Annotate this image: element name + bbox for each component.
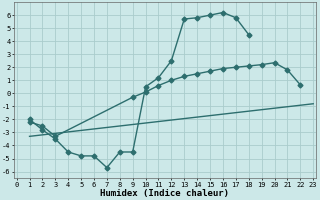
X-axis label: Humidex (Indice chaleur): Humidex (Indice chaleur): [100, 189, 229, 198]
